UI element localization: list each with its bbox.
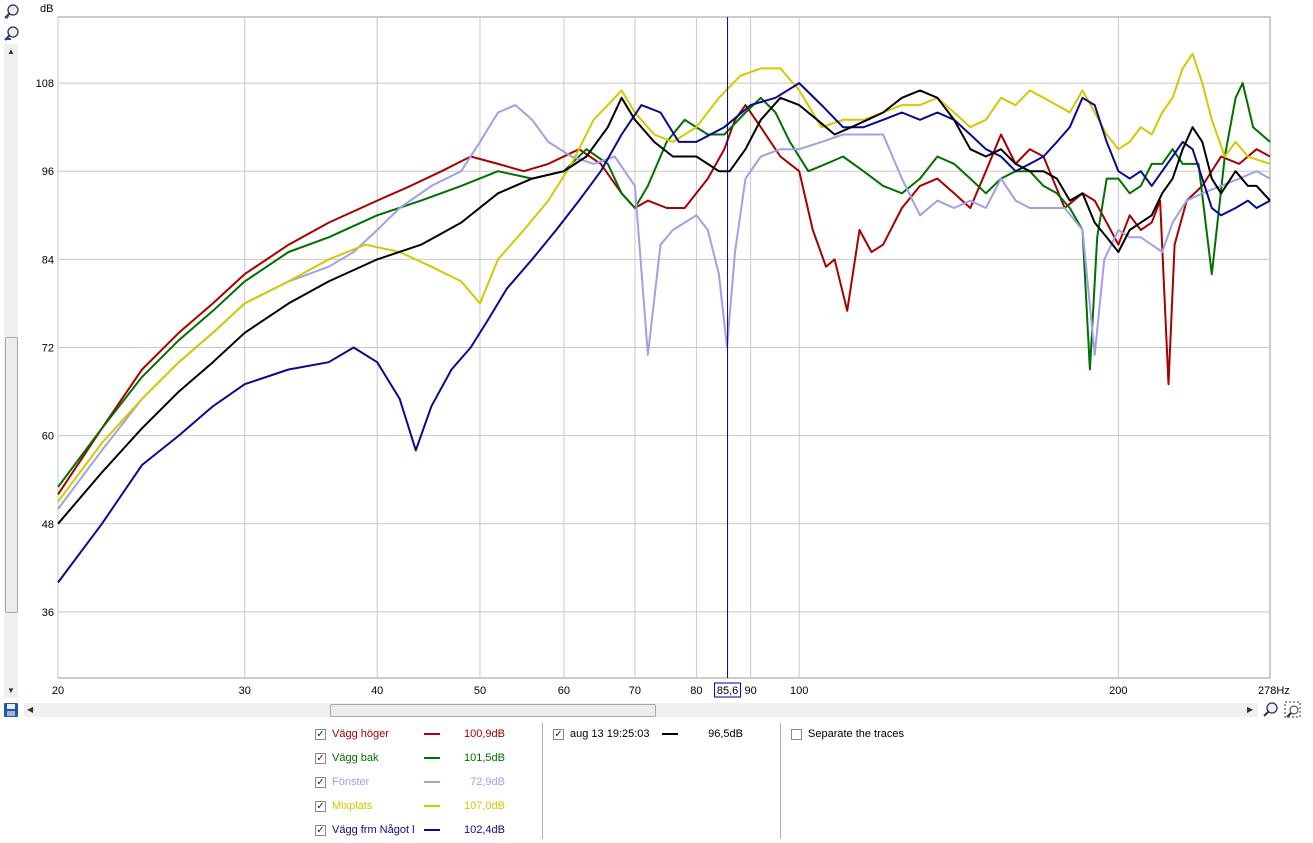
horizontal-scroll-thumb[interactable] xyxy=(330,704,656,717)
scroll-down-arrow-icon[interactable]: ▼ xyxy=(7,686,15,695)
x-tick-label: 70 xyxy=(629,685,641,697)
legend-value: 101,5dB xyxy=(464,752,505,764)
legend-swatch xyxy=(662,733,678,735)
grid xyxy=(57,16,1271,679)
legend-row[interactable]: ✓ xyxy=(315,822,326,838)
x-tick-label: 90 xyxy=(745,685,757,697)
legend-value: 102,4dB xyxy=(464,824,505,836)
legend-row-reference[interactable]: ✓ xyxy=(553,726,564,742)
legend-name: Vägg frm Något l xyxy=(332,824,415,836)
legend-row[interactable]: ✓ xyxy=(315,798,326,814)
legend-row[interactable]: ✓ xyxy=(315,750,326,766)
x-tick-label: 100 xyxy=(790,685,808,697)
zoom-in-icon[interactable]: + xyxy=(3,3,21,22)
vertical-scroll-thumb[interactable] xyxy=(5,337,18,613)
series-group xyxy=(57,52,1271,584)
y-tick-label: 108 xyxy=(36,78,54,90)
vertical-scrollbar[interactable]: ▲ ▼ xyxy=(4,44,18,698)
y-tick-label: 84 xyxy=(42,254,54,266)
checkbox-box[interactable] xyxy=(791,728,802,740)
cursor-value: 85,6 xyxy=(717,685,738,697)
y-tick-labels: 108 96 84 72 60 48 36 xyxy=(36,78,54,619)
scroll-right-arrow-icon[interactable]: ▶ xyxy=(1247,705,1254,714)
legend-checkbox[interactable]: ✓ xyxy=(315,824,326,836)
x-tick-label: 200 xyxy=(1109,685,1127,697)
y-tick-label: 96 xyxy=(42,166,54,178)
x-tick-labels: 20 30 40 50 60 70 80 90 100 200 xyxy=(52,685,1128,697)
legend-checkbox[interactable]: ✓ xyxy=(315,752,326,764)
x-tick-label: 40 xyxy=(371,685,383,697)
series-line xyxy=(57,82,1271,488)
svg-text:+: + xyxy=(5,12,10,21)
x-end-label: 278Hz xyxy=(1258,685,1290,697)
check-icon: ✓ xyxy=(316,800,325,812)
legend-value: 72,9dB xyxy=(470,776,505,788)
zoom-fit-icon[interactable] xyxy=(1284,701,1302,719)
y-tick-label: 72 xyxy=(42,343,54,355)
y-tick-label: 36 xyxy=(42,607,54,619)
check-icon: ✓ xyxy=(316,776,325,788)
legend-checkbox[interactable]: ✓ xyxy=(315,800,326,812)
legend-checkbox[interactable]: ✓ xyxy=(553,728,564,740)
legend-checkbox[interactable]: ✓ xyxy=(315,776,326,788)
legend-swatch xyxy=(424,781,440,783)
legend-name: Vägg höger xyxy=(332,728,389,740)
check-icon: ✓ xyxy=(316,824,325,836)
legend-value: 107,0dB xyxy=(464,800,505,812)
scroll-left-arrow-icon[interactable]: ◀ xyxy=(27,705,34,714)
zoom-icon[interactable] xyxy=(1262,701,1280,719)
x-tick-label: 60 xyxy=(558,685,570,697)
y-unit-label: dB xyxy=(40,3,53,15)
check-icon: ✓ xyxy=(316,728,325,740)
legend-swatch xyxy=(424,733,440,735)
legend-name: Vägg bak xyxy=(332,752,379,764)
series-line xyxy=(57,52,1271,503)
legend-checkbox[interactable]: ✓ xyxy=(315,728,326,740)
legend-name: Mixplats xyxy=(332,800,373,812)
x-tick-label: 20 xyxy=(52,685,64,697)
save-icon[interactable] xyxy=(3,702,21,720)
scroll-up-arrow-icon[interactable]: ▲ xyxy=(7,47,15,56)
legend-divider xyxy=(780,723,781,839)
legend-value: 100,9dB xyxy=(464,728,505,740)
series-line xyxy=(57,104,1271,510)
legend-swatch xyxy=(424,829,440,831)
check-icon: ✓ xyxy=(316,752,325,764)
legend-value: 96,5dB xyxy=(708,728,743,740)
legend-divider xyxy=(542,723,543,839)
x-tick-label: 80 xyxy=(690,685,702,697)
y-tick-label: 60 xyxy=(42,431,54,443)
separate-traces-label: Separate the traces xyxy=(808,728,905,740)
horizontal-scrollbar[interactable]: ◀ ▶ xyxy=(24,703,1258,717)
x-tick-label: 30 xyxy=(239,685,251,697)
y-tick-label: 48 xyxy=(42,519,54,531)
separate-traces-checkbox[interactable] xyxy=(791,726,802,742)
legend-name: Fönster xyxy=(332,776,370,788)
legend-swatch xyxy=(424,805,440,807)
legend-row[interactable]: ✓ xyxy=(315,774,326,790)
legend-swatch xyxy=(424,757,440,759)
series-line xyxy=(57,89,1271,525)
check-icon: ✓ xyxy=(554,728,563,740)
x-tick-label: 50 xyxy=(474,685,486,697)
legend-name: aug 13 19:25:03 xyxy=(570,728,650,740)
cursor-value-box xyxy=(714,682,742,698)
legend-row[interactable]: ✓ xyxy=(315,726,326,742)
zoom-out-icon[interactable] xyxy=(3,25,21,43)
